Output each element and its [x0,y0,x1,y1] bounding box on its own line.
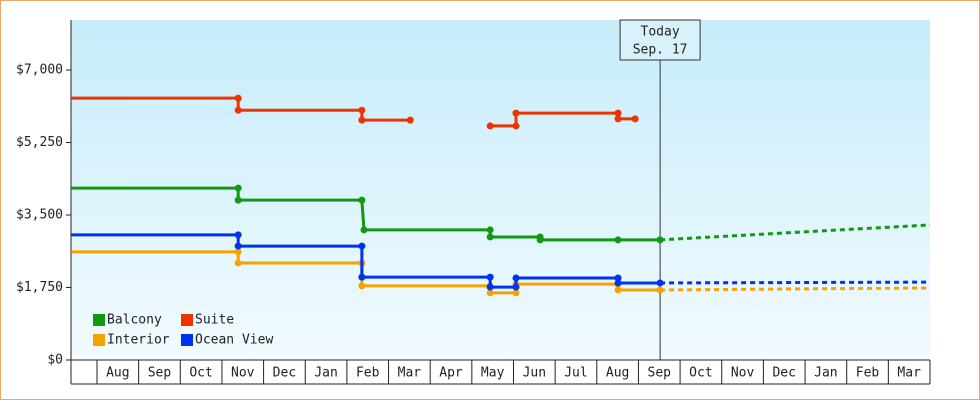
price-point [512,109,520,117]
price-point [486,122,494,130]
legend-label: Suite [195,313,234,328]
legend-label: Ocean View [195,333,273,348]
price-point [358,273,366,281]
price-point [656,279,664,287]
price-point [358,242,366,250]
price-point [358,106,366,114]
plot-area [71,20,930,360]
price-point [631,115,639,123]
x-tick-label: Mar [398,366,422,381]
price-point [486,289,494,297]
today-date: Sep. 17 [633,43,688,58]
price-point [358,196,366,204]
price-point [614,274,622,282]
price-point [234,94,242,102]
today-box [619,19,701,61]
price-point [358,282,366,290]
x-tick-label: May [481,366,505,381]
y-tick-label: $5,250 [16,135,63,150]
price-point [614,236,622,244]
price-point [656,236,664,244]
x-tick-label: Feb [856,366,880,381]
x-tick-label: Aug [606,366,629,381]
price-point [486,233,494,241]
y-tick-label: $7,000 [16,63,63,78]
price-point [358,116,366,124]
price-point [486,226,494,234]
price-point [614,286,622,294]
price-point [360,226,368,234]
price-point [486,273,494,281]
x-tick-label: Nov [731,366,755,381]
y-tick-label: $1,750 [16,280,63,295]
price-point [234,196,242,204]
x-tick-label: Aug [106,366,129,381]
price-point [406,116,414,124]
legend-swatch [181,334,193,346]
price-point [234,248,242,256]
x-tick-label: Jan [314,366,337,381]
x-tick-label: Apr [439,366,463,381]
x-tick-label: Jul [564,366,587,381]
x-tick-label: Oct [689,366,712,381]
x-tick-label: Feb [356,366,380,381]
price-point [234,259,242,267]
x-tick-label: Jun [523,366,546,381]
x-tick-label: Mar [897,366,921,381]
legend-swatch [93,314,105,326]
price-point [512,122,520,130]
x-tick-label: Nov [231,366,255,381]
legend-swatch [181,314,193,326]
price-point [486,283,494,291]
price-point [234,242,242,250]
price-point [536,236,544,244]
legend-label: Balcony [107,313,162,328]
price-point [512,283,520,291]
legend-label: Interior [107,333,170,348]
price-point [614,279,622,287]
price-point [614,115,622,123]
x-tick-label: Jan [814,366,837,381]
y-tick-label: $0 [47,353,63,368]
price-point [614,109,622,117]
x-tick-label: Dec [772,366,795,381]
forecast-line [660,223,931,242]
legend-swatch [93,334,105,346]
price-point [234,231,242,239]
x-tick-label: Sep [148,366,172,381]
y-tick-label: $3,500 [16,208,63,223]
price-point [234,184,242,192]
price-line [71,96,411,122]
x-tick-label: Dec [273,366,296,381]
price-point [656,286,664,294]
price-point [512,289,520,297]
today-label: Today [641,25,680,40]
x-tick-label: Sep [648,366,672,381]
price-point [234,106,242,114]
price-point [512,274,520,282]
x-tick-label: Oct [189,366,212,381]
